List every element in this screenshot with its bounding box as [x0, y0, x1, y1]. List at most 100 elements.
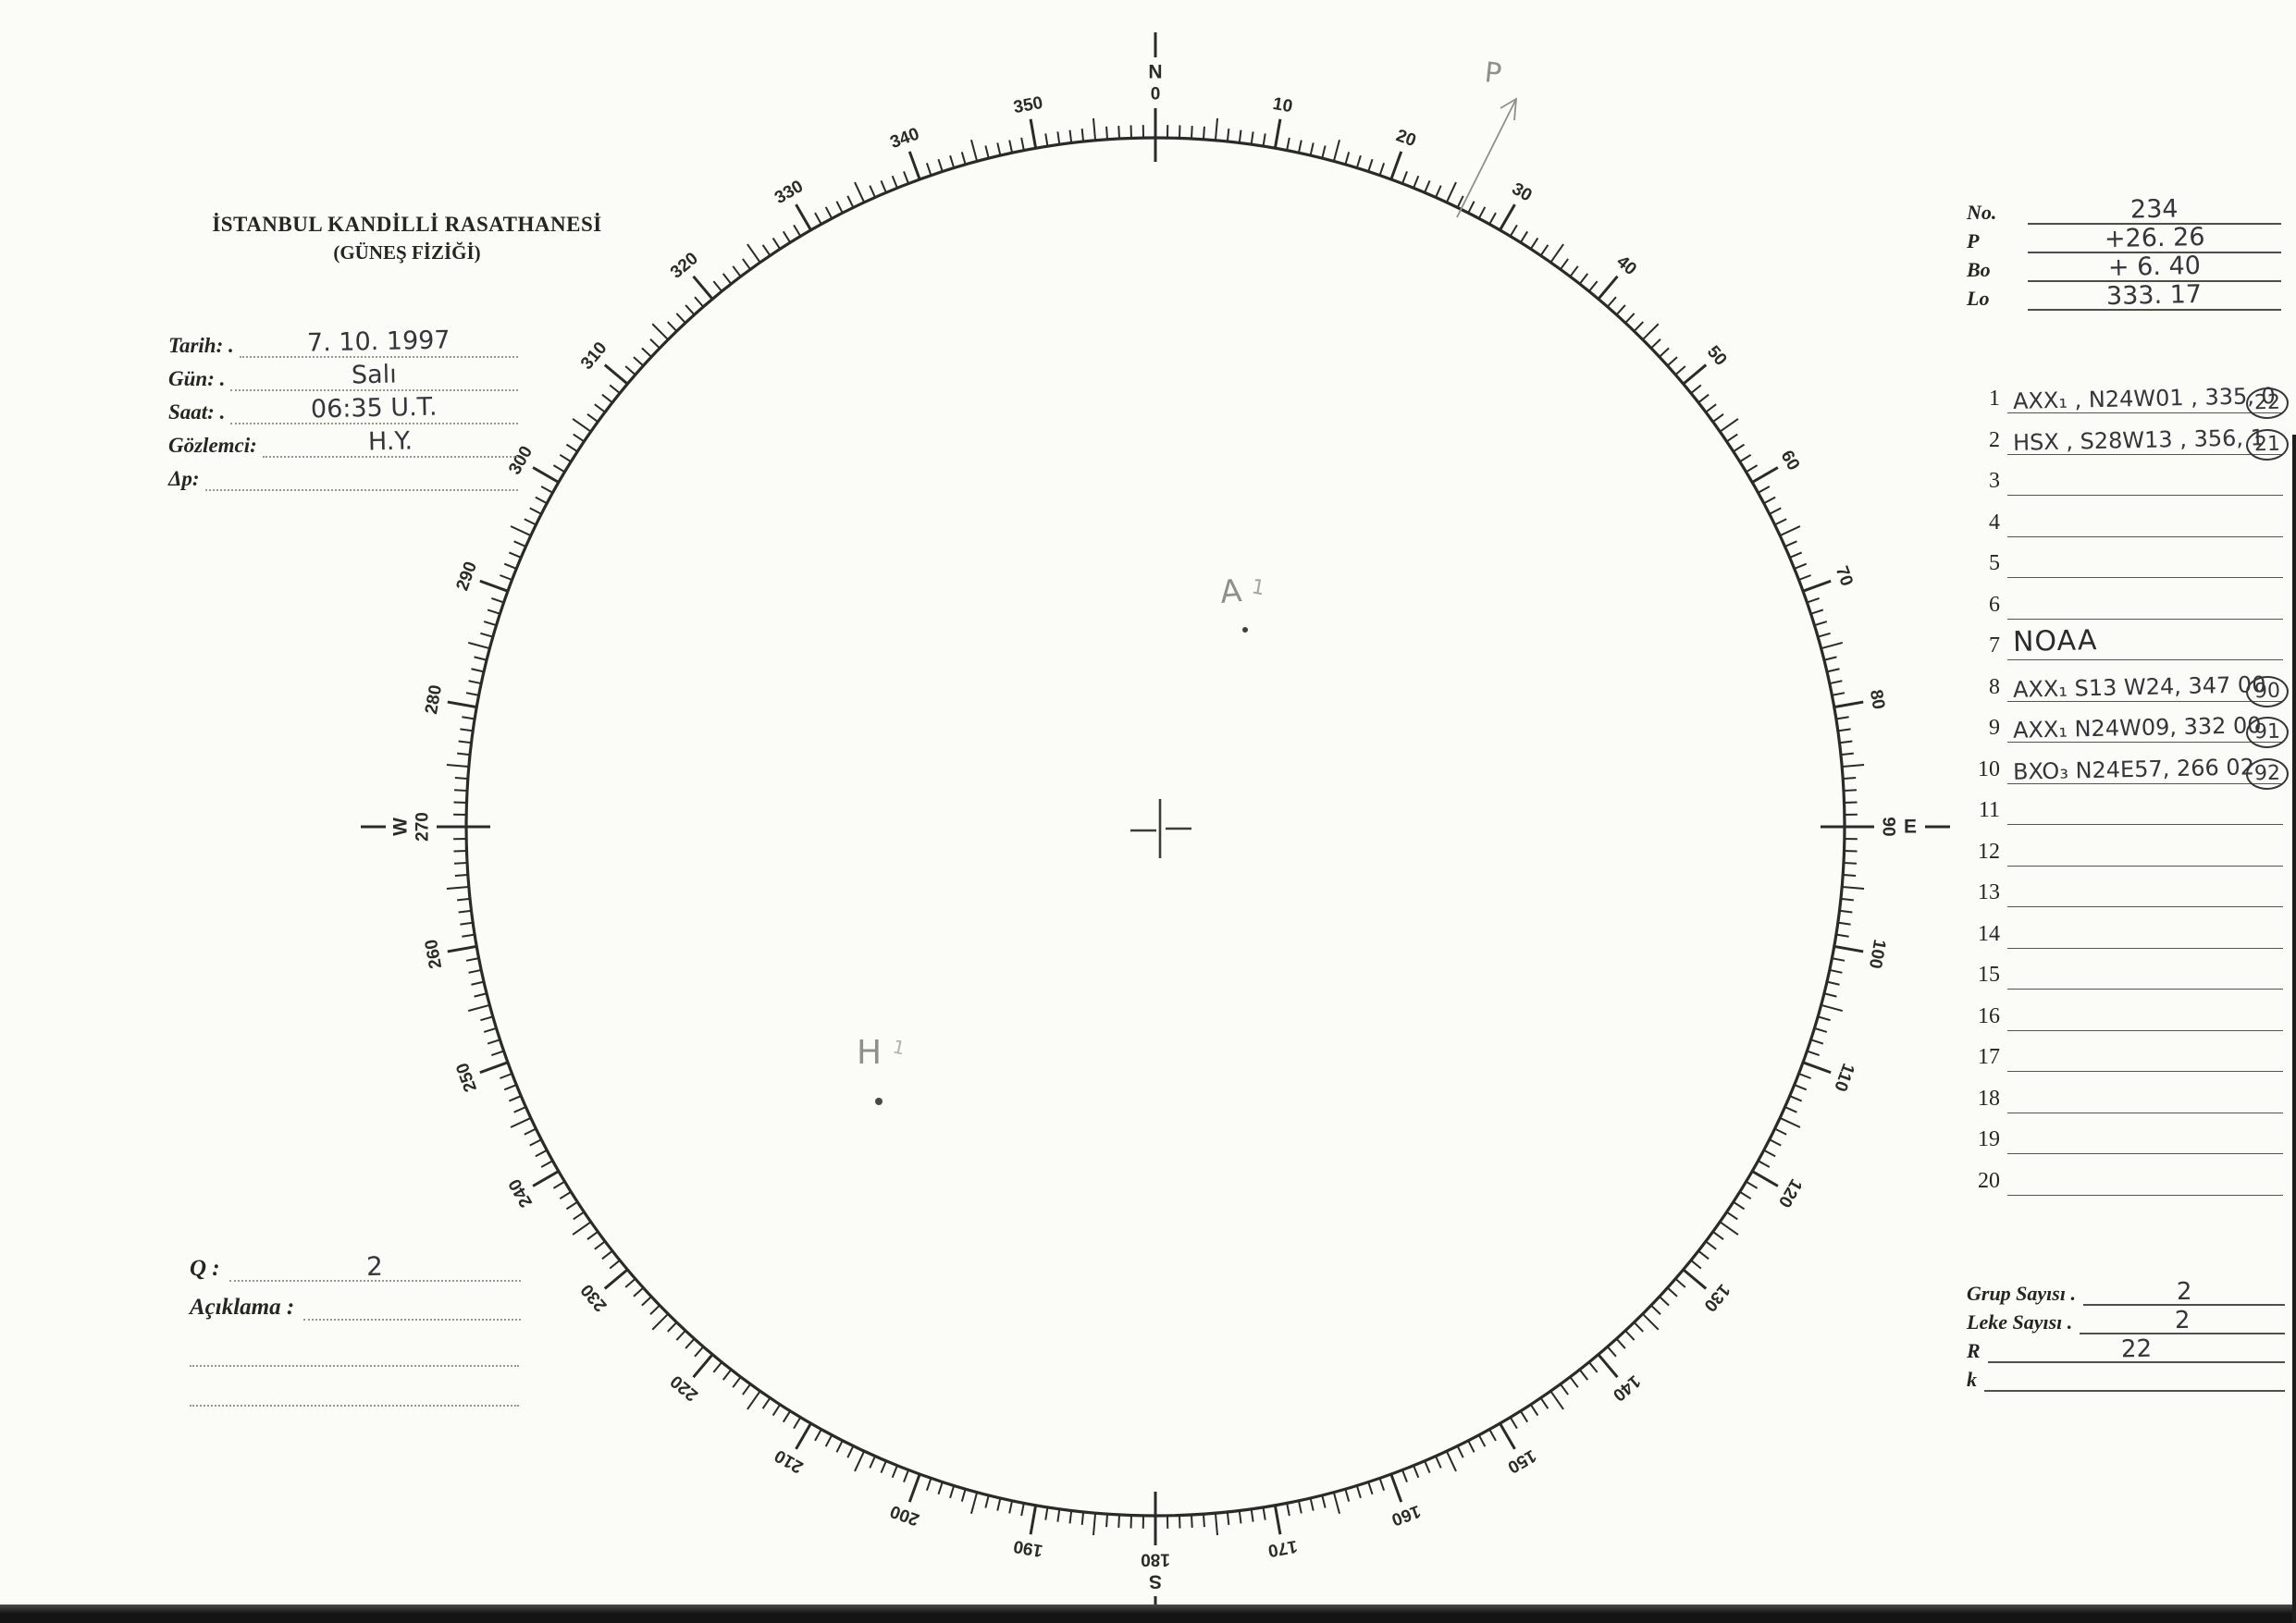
group-row-line	[2007, 1071, 2283, 1072]
cardinal-label-n: N	[1148, 62, 1162, 83]
degree-label: 200	[888, 1501, 922, 1530]
group-row-circled-number: 90	[2245, 675, 2290, 707]
field-label-date: Tarih: .	[168, 334, 234, 357]
summary-row-r: R 22	[1967, 1334, 2285, 1363]
degree-label: 140	[1609, 1371, 1644, 1404]
group-row-line	[2007, 453, 2283, 455]
group-row-14: 14	[1963, 914, 2289, 949]
field-label-delta-p: Δp:	[168, 467, 200, 490]
group-row-line	[2007, 742, 2283, 743]
degree-label: 230	[577, 1280, 611, 1315]
field-value-delta-p	[204, 473, 518, 491]
observatory-subtitle: (GÜNEŞ FİZİĞİ)	[333, 241, 481, 264]
group-row-12: 12	[1963, 831, 2289, 867]
group-row-circled-number: 21	[2245, 428, 2290, 461]
degree-label: 50	[1703, 342, 1731, 370]
group-row-number: 6	[1989, 592, 2000, 617]
observatory-title-block: İSTANBUL KANDİLLİ RASATHANESİ (GÜNEŞ FİZ…	[148, 213, 666, 264]
summary-row-k: k	[1967, 1363, 2285, 1392]
quality-label: Q :	[190, 1256, 220, 1281]
p-angle-label: P	[1483, 56, 1503, 91]
degree-label: 90	[1879, 817, 1898, 836]
group-row-number: 3	[1989, 469, 2000, 493]
degree-label: 0	[1151, 85, 1161, 105]
group-h-index: 1	[891, 1035, 907, 1059]
ephemeris-label-lo: Lo	[1967, 287, 1990, 310]
group-row-17: 17	[1963, 1037, 2289, 1072]
field-label-day: Gün: .	[168, 367, 226, 390]
degree-label: 70	[1832, 564, 1857, 589]
degree-label: 160	[1389, 1501, 1423, 1530]
degree-label: 270	[414, 812, 433, 842]
group-row-line	[2007, 495, 2283, 496]
field-row-gun: Gün: . Salı	[168, 358, 518, 391]
degree-label: 210	[772, 1445, 807, 1477]
summary-label-spot-count: Leke Sayısı .	[1967, 1310, 2073, 1334]
group-row-18: 18	[1963, 1078, 2289, 1113]
summary-row-spot-count: Leke Sayısı . 2	[1967, 1306, 2285, 1334]
degree-label: 170	[1266, 1536, 1299, 1560]
degree-label: 110	[1830, 1061, 1858, 1094]
remark-extra-line	[190, 1405, 519, 1407]
group-row-line	[2007, 782, 2283, 784]
field-value-date: 7. 10. 1997	[239, 326, 518, 358]
ephemeris-row-p: P +26. 26	[1967, 223, 2281, 253]
degree-label: 290	[452, 559, 481, 594]
degree-label: 30	[1509, 179, 1536, 206]
degree-label: 320	[667, 249, 702, 282]
field-value-day: Salı	[230, 360, 518, 391]
group-row-line	[2007, 865, 2283, 867]
degree-label: 180	[1141, 1550, 1170, 1569]
sunspot-a	[1242, 627, 1248, 633]
ephemeris-value-p: +26. 26	[2028, 223, 2281, 253]
group-row-circled-number: 92	[2245, 757, 2290, 790]
group-row-circled-number: 22	[2245, 387, 2290, 420]
observation-fields: Tarih: . 7. 10. 1997 Gün: . Salı Saat: .…	[168, 325, 518, 491]
scan-right-edge	[2292, 435, 2296, 1623]
group-row-10: 10 BXO₃ N24E57, 266 02 92	[1963, 749, 2290, 790]
group-row-2: 2 HSX , S28W13 , 356, 1 21	[1963, 420, 2290, 461]
group-row-line	[2007, 535, 2283, 537]
group-row-line	[2007, 824, 2283, 825]
quality-value: 2	[228, 1251, 521, 1282]
cardinal-label-w: W	[390, 818, 412, 836]
group-row-number: 16	[1978, 1003, 2000, 1028]
degree-label: 330	[772, 177, 807, 208]
degree-label: 190	[1012, 1536, 1044, 1560]
group-h-label: H	[857, 1034, 882, 1072]
field-row-saat: Saat: . 06:35 U.T.	[168, 391, 518, 424]
degree-label: 250	[452, 1060, 481, 1094]
remark-extra-line	[190, 1365, 519, 1367]
quality-row: Q : 2	[190, 1251, 521, 1282]
ephemeris-block: No. 234 P +26. 26 Bo + 6. 40 Lo 333. 17	[1967, 194, 2281, 311]
group-row-number: 8	[1989, 674, 2000, 699]
group-row-number: 4	[1989, 510, 2000, 535]
group-row-line	[2007, 1153, 2283, 1154]
cardinal-label-s: S	[1149, 1571, 1162, 1592]
group-row-number: 2	[1989, 427, 2000, 452]
group-row-4: 4	[1963, 502, 2289, 537]
group-row-circled-number: 91	[2245, 716, 2290, 749]
degree-label: 340	[888, 124, 922, 153]
field-label-observer: Gözlemci:	[168, 434, 257, 457]
group-row-number: 10	[1978, 756, 2000, 781]
field-row-delta-p: Δp:	[168, 458, 518, 491]
group-row-16: 16	[1963, 996, 2289, 1031]
degree-label: 240	[505, 1175, 537, 1211]
degree-label: 10	[1271, 94, 1293, 117]
ephemeris-row-lo: Lo 333. 17	[1967, 280, 2281, 311]
group-row-1: 1 AXX₁ , N24W01 , 335, 0 22	[1963, 378, 2290, 420]
degree-label: 60	[1777, 448, 1804, 474]
group-row-number: 14	[1978, 921, 2000, 946]
degree-label: 280	[422, 683, 446, 716]
group-row-number: 5	[1989, 551, 2000, 575]
field-row-tarih: Tarih: . 7. 10. 1997	[168, 325, 518, 358]
summary-value-k	[1984, 1373, 2285, 1392]
ephemeris-value-lo: 333. 17	[2028, 280, 2281, 311]
group-row-line	[2007, 577, 2283, 578]
group-row-11: 11	[1963, 790, 2289, 825]
remark-value	[303, 1302, 521, 1321]
group-row-entry: HSX , S28W13 , 356, 1	[2012, 424, 2265, 456]
